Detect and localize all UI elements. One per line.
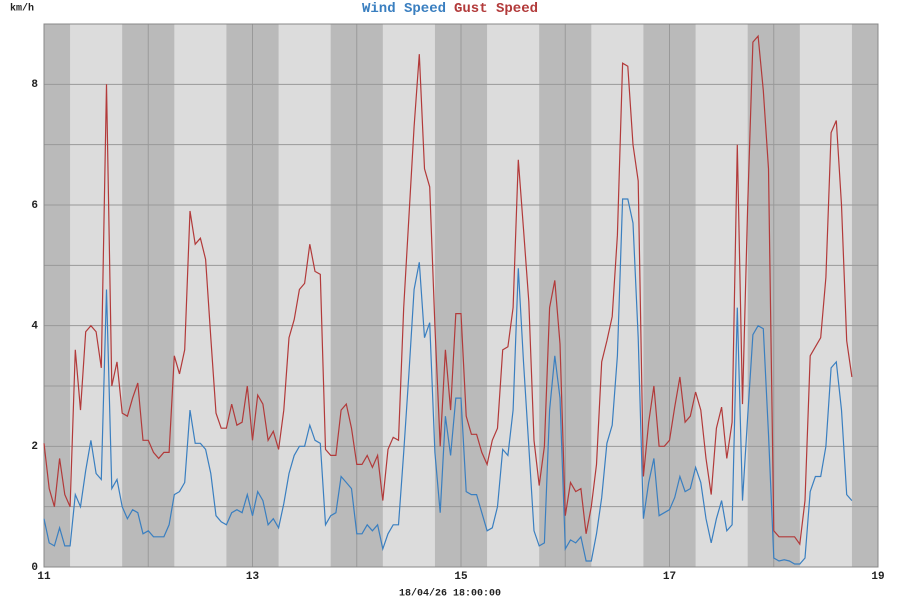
plot-frame [43,23,879,568]
x-tick-label: 11 [37,571,51,583]
y-tick-label: 6 [31,200,38,212]
y-tick-label: 8 [31,79,38,91]
x-tick-label: 13 [246,571,260,583]
legend-entry: Wind Speed [362,1,446,17]
x-tick-label: 17 [663,571,676,583]
y-tick-label: 2 [31,441,38,453]
legend-title: Wind Speed Gust Speed [362,1,538,17]
y-tick-label: 4 [31,321,38,333]
line-series [43,198,853,565]
x-tick-label: 15 [454,571,468,583]
x-tick-label: 19 [871,571,884,583]
y-axis-label: km/h [10,3,34,15]
x-axis-label: 18/04/26 18:00:00 [399,588,501,600]
legend-entry: Gust Speed [454,1,538,17]
night-band [851,24,878,567]
legend: Wind Speed Gust Speed [362,1,538,17]
line-series [43,34,853,546]
y-tick-label: 0 [31,562,38,574]
